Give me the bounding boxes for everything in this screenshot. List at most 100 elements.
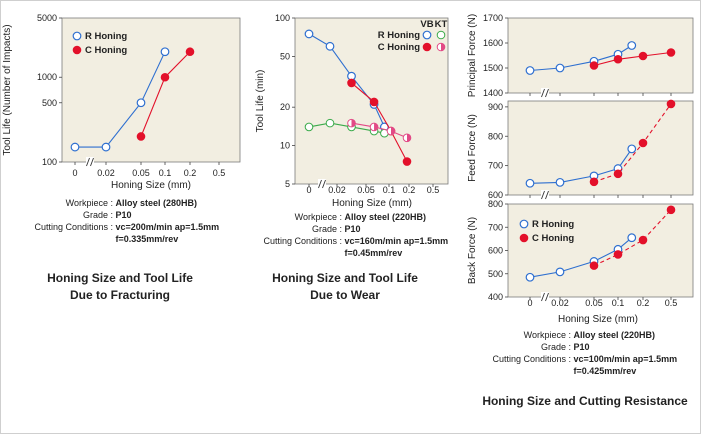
plot-area — [507, 100, 694, 196]
x-axis-label: Honing Size (mm) — [332, 198, 412, 209]
y-axis-label: Principal Force (N) — [467, 14, 478, 97]
data-point — [304, 29, 314, 39]
y-tick-label: 1600 — [483, 38, 503, 48]
data-point — [589, 61, 599, 70]
data-point — [666, 205, 676, 215]
data-point — [627, 144, 637, 154]
x-tick-label: 0.5 — [427, 185, 440, 195]
data-point — [627, 41, 637, 50]
legend-marker-c-honing-vb — [422, 42, 432, 52]
x-tick-label: 0.05 — [357, 185, 375, 195]
data-point — [638, 51, 648, 61]
data-point — [402, 133, 412, 143]
conditions-value-1: vc=200m/min ap=1.5mm — [115, 222, 220, 232]
data-point — [525, 272, 535, 282]
legend-marker-c-honing — [519, 233, 529, 243]
conditions-value-2: f=0.425mm/rev — [573, 366, 637, 376]
y-tick-label: 1700 — [483, 13, 503, 23]
legend-marker-r-honing — [519, 219, 529, 229]
y-tick-label: 700 — [488, 161, 503, 171]
y-tick-label: 20 — [280, 102, 290, 112]
x-tick-label: 0.2 — [637, 298, 650, 308]
y-tick-label: 10 — [280, 141, 290, 151]
series-line-c-honing-vb — [351, 82, 408, 162]
marker-half-fill — [391, 127, 395, 135]
data-point — [589, 177, 599, 187]
grade-label: Grade : — [82, 210, 113, 220]
axis-break-gap — [541, 292, 549, 302]
y-axis-label: Tool Life (min) — [255, 70, 266, 133]
axis-break-lines — [541, 190, 549, 200]
legend-label-c-honing: C Honing — [85, 45, 127, 56]
data-point — [555, 267, 565, 277]
conditions-fracture: Workpiece : Alloy steel (280HB) Grade : … — [20, 197, 219, 245]
series-line-c-honing-kt — [351, 122, 408, 139]
legend-marker-r-honing — [72, 31, 82, 41]
legend-label-r-honing: R Honing — [532, 219, 574, 230]
y-tick-label: 5000 — [37, 13, 57, 23]
x-tick-label: 0 — [527, 298, 532, 308]
legend-marker-c-honing — [72, 45, 82, 55]
legend-label-r-honing: R Honing — [85, 31, 127, 42]
conditions-resistance: Workpiece : Alloy steel (220HB) Grade : … — [475, 329, 677, 377]
x-axis-label: Honing Size (mm) — [558, 314, 638, 325]
axis-break-lines — [541, 292, 549, 302]
data-point — [160, 47, 170, 57]
axis-break-gap — [541, 190, 549, 200]
grade-label: Grade : — [540, 342, 571, 352]
x-tick-label: 0.5 — [665, 298, 678, 308]
axis-break-mark — [541, 88, 549, 98]
y-tick-label: 500 — [42, 98, 57, 108]
data-point — [525, 66, 535, 75]
data-point — [185, 47, 195, 57]
caption-line-1: Honing Size and Tool Life — [272, 271, 418, 285]
data-point — [347, 78, 356, 88]
axis-break-gap — [318, 179, 326, 189]
data-point — [613, 250, 623, 259]
data-point — [666, 48, 676, 57]
conditions-value-1: vc=100m/min ap=1.5mm — [573, 354, 678, 364]
legend-marker-r-honing-kt — [436, 30, 446, 40]
conditions-label: Cutting Conditions : — [263, 236, 342, 246]
y-axis-label: Feed Force (N) — [467, 114, 478, 182]
conditions-wear: Workpiece : Alloy steel (220HB) Grade : … — [250, 211, 448, 259]
x-tick-label: 0.02 — [97, 168, 115, 178]
y-axis-label: Tool Life (Number of Impacts) — [2, 24, 13, 155]
legend-label-r-honing: R Honing — [378, 30, 420, 41]
axis-break-lines — [318, 179, 326, 189]
x-tick-label: 0 — [72, 168, 77, 178]
data-point — [589, 261, 599, 270]
y-tick-label: 1000 — [37, 72, 57, 82]
caption-wear: Honing Size and Tool Life Due to Wear — [255, 270, 435, 304]
data-point — [613, 54, 623, 64]
x-axis-label: Honing Size (mm) — [111, 180, 191, 191]
data-point — [136, 98, 146, 108]
x-tick-label: 0.1 — [612, 298, 625, 308]
y-tick-label: 700 — [488, 222, 503, 232]
plot-area — [61, 17, 241, 163]
data-point — [627, 233, 637, 243]
data-point — [555, 63, 565, 73]
data-point — [666, 99, 676, 109]
x-tick-label: 0.1 — [159, 168, 172, 178]
axis-break-gap — [86, 157, 94, 167]
y-tick-label: 800 — [488, 199, 503, 209]
x-tick-label: 0.1 — [383, 185, 396, 195]
data-point — [325, 118, 335, 128]
marker-half-fill — [374, 123, 378, 131]
data-point — [386, 126, 396, 136]
data-point — [402, 157, 412, 166]
workpiece-value: Alloy steel (280HB) — [115, 198, 198, 208]
conditions-label: Cutting Conditions : — [492, 354, 571, 364]
legend-header-kt: KT — [435, 19, 448, 30]
caption-line-2: Due to Wear — [310, 288, 380, 302]
workpiece-label: Workpiece : — [523, 330, 571, 340]
grade-value: P10 — [573, 342, 590, 352]
legend-marker-r-honing-vb — [422, 30, 432, 40]
axis-break-lines — [541, 88, 549, 98]
data-point — [325, 41, 335, 51]
axis-break-mark — [86, 157, 94, 167]
caption-line-2: Due to Fracturing — [69, 288, 170, 302]
x-tick-label: 0.05 — [132, 168, 150, 178]
